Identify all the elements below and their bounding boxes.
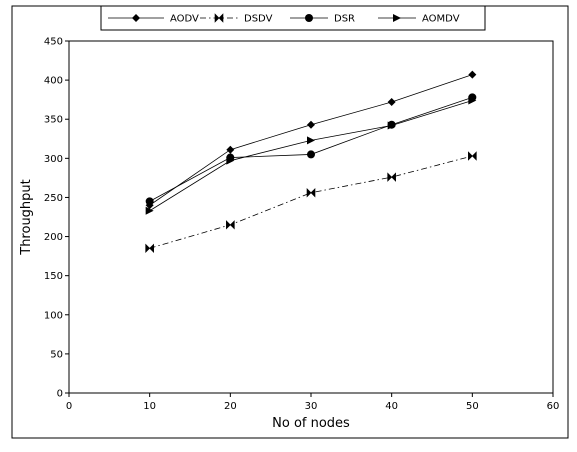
series-aomdv: [145, 96, 477, 215]
data-point-aomdv: [145, 206, 154, 215]
legend-label-dsr: DSR: [334, 14, 355, 25]
y-axis-ticks: 0 50 100 150 200 250 300 350 400 450: [44, 37, 69, 400]
series-line-dsdv: [149, 155, 473, 249]
y-tick-label: 150: [44, 271, 63, 282]
data-point-aomdv: [387, 121, 396, 130]
series-layer: [145, 70, 477, 254]
data-point-aomdv: [468, 96, 477, 105]
legend-marker-aomdv: [393, 14, 401, 22]
x-tick-label: 40: [385, 401, 398, 412]
y-tick-label: 400: [44, 76, 63, 87]
data-point-aodv: [226, 145, 235, 154]
data-point-dsdv: [387, 172, 396, 182]
x-axis-ticks: 0 10 20 30 40 50 60: [66, 393, 560, 412]
data-point-dsdv: [226, 220, 235, 230]
legend-label-aomdv: AOMDV: [422, 14, 460, 25]
legend-entry-dsr: DSR: [290, 14, 355, 25]
figure-border: [11, 5, 569, 439]
data-point-dsdv: [468, 151, 477, 161]
x-axis-title: No of nodes: [272, 416, 350, 431]
y-tick-label: 50: [50, 349, 63, 360]
y-axis-title: Throughput: [19, 179, 34, 256]
y-tick-label: 100: [44, 310, 63, 321]
legend-label-aodv: AODV: [170, 14, 199, 25]
data-point-dsr: [145, 197, 154, 206]
legend-entry-aodv: AODV: [108, 14, 199, 25]
x-tick-label: 20: [224, 401, 237, 412]
data-point-aodv: [468, 70, 477, 79]
y-tick-label: 350: [44, 115, 63, 126]
legend-marker-dsdv: [214, 13, 224, 23]
legend-marker-aodv: [132, 14, 140, 22]
data-point-aomdv: [226, 156, 235, 165]
plot-area: [68, 40, 554, 394]
legend-label-dsdv: DSDV: [244, 14, 273, 25]
data-point-dsdv: [306, 188, 316, 198]
legend-entry-aomdv: AOMDV: [378, 14, 460, 25]
y-tick-label: 300: [44, 154, 63, 165]
x-tick-label: 30: [305, 401, 318, 412]
y-tick-label: 0: [57, 389, 63, 400]
series-line-dsr: [149, 96, 473, 202]
data-point-dsdv: [145, 243, 154, 254]
x-tick-label: 0: [66, 401, 72, 412]
data-point-dsr: [307, 150, 315, 159]
legend-entry-dsdv: DSDV: [200, 13, 273, 25]
y-tick-label: 250: [44, 193, 63, 204]
y-tick-label: 450: [44, 37, 63, 48]
series-dsdv: [145, 151, 477, 254]
x-tick-label: 50: [466, 401, 479, 412]
series-dsr: [145, 93, 477, 206]
data-point-aomdv: [307, 136, 315, 145]
y-tick-label: 200: [44, 232, 63, 243]
x-tick-label: 60: [547, 401, 560, 412]
legend: AODV DSDV DSR AOMDV: [108, 13, 460, 25]
x-tick-label: 10: [143, 401, 156, 412]
data-point-aodv: [307, 120, 315, 129]
legend-marker-dsr: [305, 14, 313, 22]
data-point-aodv: [387, 98, 396, 107]
